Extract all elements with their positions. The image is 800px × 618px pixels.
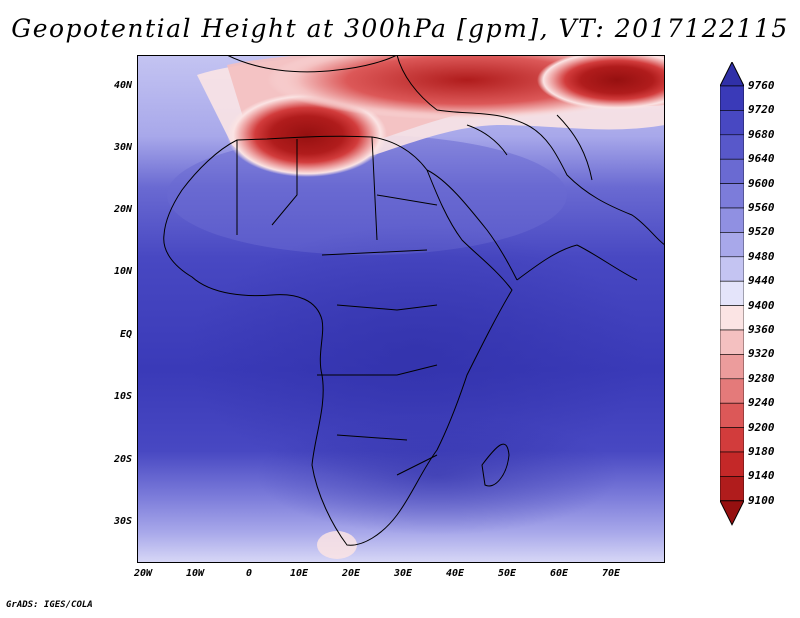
lat-label-eq: EQ bbox=[119, 329, 132, 340]
colorbar-label: 9320 bbox=[748, 347, 775, 361]
lat-label-30s: 30S bbox=[113, 516, 132, 527]
lat-label-10n: 10N bbox=[113, 266, 132, 277]
colorbar-label: 9440 bbox=[748, 274, 775, 288]
lon-label-20w: 20W bbox=[134, 568, 153, 579]
colorbar-label: 9100 bbox=[748, 493, 775, 507]
colorbar-swatch bbox=[720, 476, 744, 502]
colorbar-label: 9280 bbox=[748, 371, 775, 385]
coastlines bbox=[163, 55, 665, 546]
colorbar-label: 9140 bbox=[748, 469, 775, 483]
lat-label-20n: 20N bbox=[113, 204, 132, 215]
colorbar-label: 9600 bbox=[748, 176, 775, 190]
colorbar-arrow-top bbox=[720, 62, 744, 87]
map-title: Geopotential Height at 300hPa [gpm], VT:… bbox=[11, 14, 789, 43]
lat-label-30n: 30N bbox=[113, 142, 132, 153]
colorbar-swatch bbox=[720, 134, 744, 160]
colorbar-label: 9680 bbox=[748, 127, 775, 141]
colorbar bbox=[720, 62, 744, 526]
colorbar-swatch bbox=[720, 280, 744, 306]
lon-label-0: 0 bbox=[246, 568, 253, 579]
lon-label-20e: 20E bbox=[342, 568, 361, 579]
lat-label-40n: 40N bbox=[113, 80, 132, 91]
colorbar-label: 9760 bbox=[748, 79, 775, 92]
colorbar-label: 9240 bbox=[748, 396, 775, 410]
colorbar-swatch bbox=[720, 378, 744, 404]
lon-label-30e: 30E bbox=[394, 568, 413, 579]
colorbar-label: 9640 bbox=[748, 152, 775, 166]
colorbar-swatch bbox=[720, 256, 744, 282]
colorbar-label: 9180 bbox=[748, 445, 775, 458]
colorbar-swatch bbox=[720, 329, 744, 355]
lon-label-10e: 10E bbox=[290, 568, 309, 579]
colorbar-swatch bbox=[720, 354, 744, 380]
colorbar-swatch bbox=[720, 305, 744, 331]
lon-label-60e: 60E bbox=[550, 568, 569, 579]
footer-credit: GrADS: IGES/COLA bbox=[6, 600, 93, 610]
colorbar-label: 9560 bbox=[748, 201, 775, 214]
colorbar-label: 9400 bbox=[748, 298, 775, 312]
colorbar-swatch bbox=[720, 158, 744, 184]
colorbar-arrow-bottom bbox=[720, 500, 744, 526]
lon-label-50e: 50E bbox=[498, 568, 517, 579]
lon-label-10w: 10W bbox=[186, 568, 205, 579]
colorbar-swatch bbox=[720, 232, 744, 258]
colorbar-label: 9720 bbox=[748, 103, 775, 117]
map-panel bbox=[137, 55, 665, 563]
colorbar-swatch bbox=[720, 110, 744, 136]
frame-ticks bbox=[137, 55, 665, 563]
colorbar-swatch bbox=[720, 427, 744, 453]
lon-label-70e: 70E bbox=[602, 568, 621, 579]
colorbar-swatch bbox=[720, 85, 744, 111]
colorbar-label: 9520 bbox=[748, 225, 775, 239]
colorbar-swatch bbox=[720, 402, 744, 428]
colorbar-swatch bbox=[720, 183, 744, 209]
colorbar-label: 9480 bbox=[748, 249, 775, 263]
lat-label-20s: 20S bbox=[113, 454, 132, 465]
colorbar-label: 9200 bbox=[748, 420, 775, 434]
colorbar-swatch bbox=[720, 451, 744, 477]
lon-label-40e: 40E bbox=[446, 568, 465, 579]
lat-label-10s: 10S bbox=[113, 391, 132, 402]
colorbar-label: 9360 bbox=[748, 323, 775, 336]
colorbar-swatch bbox=[720, 207, 744, 233]
